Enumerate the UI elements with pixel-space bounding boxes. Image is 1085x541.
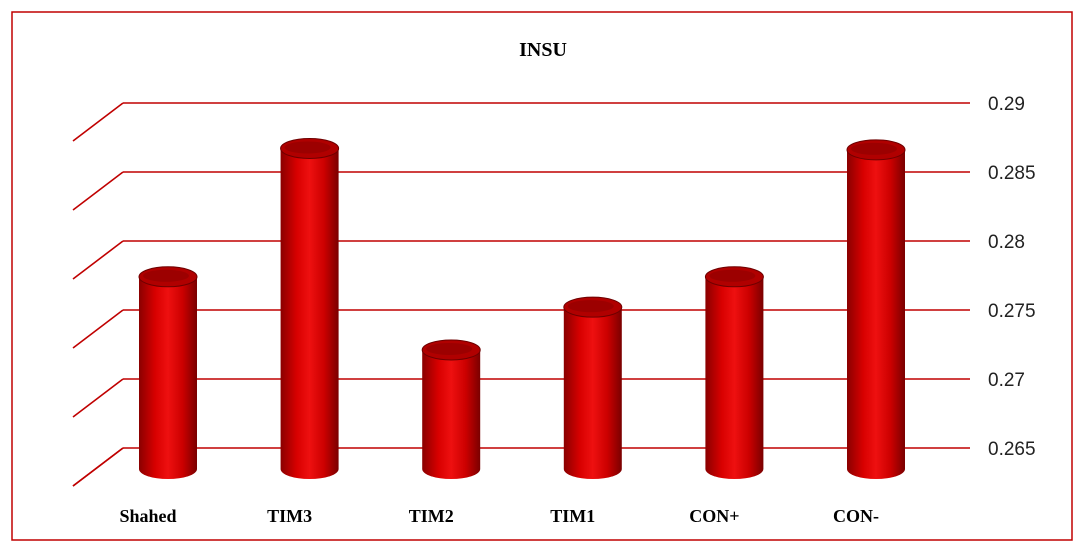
x-category-label: TIM1 — [550, 506, 595, 526]
gridline — [72, 309, 970, 349]
bar — [704, 266, 764, 479]
bar — [846, 139, 906, 479]
y-tick-label: 0.28 — [988, 232, 1025, 253]
bar — [563, 296, 623, 479]
x-category-label: Shahed — [119, 506, 176, 526]
y-tick-label: 0.285 — [988, 163, 1036, 184]
gridline — [72, 102, 970, 142]
y-tick-label: 0.29 — [988, 94, 1025, 115]
bar — [138, 266, 198, 479]
x-category-label: TIM2 — [409, 506, 454, 526]
y-tick-label: 0.265 — [988, 439, 1036, 460]
gridline — [72, 240, 970, 280]
gridline — [72, 378, 970, 418]
x-category-label: TIM3 — [267, 506, 312, 526]
bar — [280, 137, 340, 479]
x-category-label: CON+ — [689, 506, 739, 526]
y-tick-label: 0.27 — [988, 370, 1025, 391]
chart-title: INSU — [519, 39, 567, 61]
x-category-label: CON- — [833, 506, 879, 526]
gridline — [72, 171, 970, 211]
bar — [421, 339, 481, 479]
y-tick-label: 0.275 — [988, 301, 1036, 322]
floor-edge — [72, 447, 124, 487]
